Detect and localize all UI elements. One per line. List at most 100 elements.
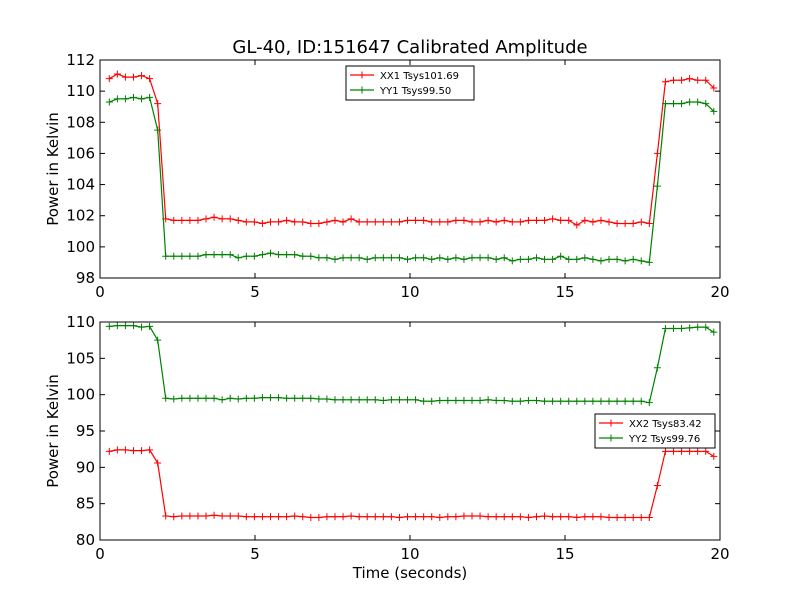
data-point	[194, 216, 202, 224]
data-point	[105, 447, 113, 455]
legend-1: XX1 Tsys101.69 YY1 Tsys99.50	[345, 65, 475, 101]
y-tick-label: 104	[66, 176, 95, 194]
data-point	[355, 396, 363, 404]
data-point	[210, 251, 218, 259]
data-point	[532, 254, 540, 262]
data-point	[597, 216, 605, 224]
data-point	[460, 255, 468, 263]
data-point	[637, 513, 645, 521]
data-point	[549, 397, 557, 405]
data-point	[154, 100, 162, 108]
data-point	[339, 396, 347, 404]
data-point	[476, 396, 484, 404]
data-point	[436, 218, 444, 226]
x-tick-label: 5	[250, 283, 260, 301]
x-tick-label: 20	[710, 283, 729, 301]
data-point	[242, 394, 250, 402]
data-point	[258, 220, 266, 227]
data-point	[371, 254, 379, 262]
data-point	[355, 218, 363, 226]
data-point	[541, 216, 549, 224]
data-point	[557, 216, 565, 224]
data-point	[524, 513, 532, 521]
data-point	[613, 220, 621, 227]
data-point	[371, 396, 379, 404]
data-point	[412, 254, 420, 262]
data-point	[347, 254, 355, 262]
data-point	[170, 395, 178, 403]
data-point	[524, 255, 532, 263]
data-point	[508, 218, 516, 226]
legend-box	[594, 413, 716, 449]
data-point	[363, 513, 371, 521]
data-point	[202, 394, 210, 402]
data-point	[146, 93, 154, 101]
data-point	[283, 394, 291, 402]
data-point	[121, 73, 129, 81]
data-point	[202, 251, 210, 259]
data-point	[371, 513, 379, 521]
data-point	[605, 255, 613, 263]
data-point	[452, 216, 460, 224]
data-point	[339, 254, 347, 262]
data-point	[613, 513, 621, 521]
data-point	[299, 252, 307, 260]
data-point	[468, 254, 476, 262]
data-point	[307, 252, 315, 260]
data-point	[387, 513, 395, 521]
data-point	[613, 397, 621, 405]
data-point	[371, 218, 379, 226]
data-point	[186, 216, 194, 224]
data-point	[387, 218, 395, 226]
data-point	[267, 513, 274, 521]
data-point	[541, 397, 549, 405]
data-point	[178, 394, 186, 402]
data-point	[508, 513, 516, 521]
data-point	[283, 513, 291, 521]
data-point	[653, 482, 661, 489]
data-point	[460, 396, 468, 404]
data-point	[299, 394, 307, 402]
data-point	[395, 218, 403, 226]
legend-label: XX2 Tsys83.42	[629, 419, 702, 430]
data-point	[452, 396, 460, 404]
y-tick-label: 80	[76, 531, 95, 549]
data-point	[121, 95, 129, 103]
data-point	[146, 446, 154, 454]
data-point	[629, 255, 637, 263]
data-point	[492, 255, 500, 263]
data-point	[500, 513, 508, 521]
data-point	[436, 396, 444, 404]
data-point	[323, 254, 331, 262]
data-point	[653, 182, 661, 190]
bottom-x-axis-label: Time (seconds)	[352, 564, 468, 582]
data-point	[113, 70, 121, 78]
data-point	[347, 512, 355, 520]
data-point	[299, 513, 307, 521]
data-point	[404, 216, 412, 224]
data-point	[492, 396, 500, 404]
data-point	[532, 396, 540, 404]
data-point	[105, 75, 113, 83]
data-point	[258, 251, 266, 259]
data-point	[444, 513, 452, 521]
legend-box	[345, 65, 475, 101]
data-point	[702, 447, 710, 455]
data-point	[138, 323, 146, 331]
data-point	[516, 218, 524, 226]
data-point	[412, 396, 420, 404]
data-point	[146, 322, 154, 330]
data-point	[331, 216, 339, 224]
data-point	[637, 397, 645, 405]
data-point	[339, 218, 347, 226]
data-point	[516, 255, 524, 263]
data-point	[436, 254, 444, 262]
data-point	[105, 322, 113, 330]
data-point	[267, 249, 274, 257]
data-point	[226, 251, 234, 259]
data-point	[315, 254, 323, 262]
data-point	[678, 447, 686, 455]
data-point	[621, 220, 629, 227]
data-point	[363, 255, 371, 263]
